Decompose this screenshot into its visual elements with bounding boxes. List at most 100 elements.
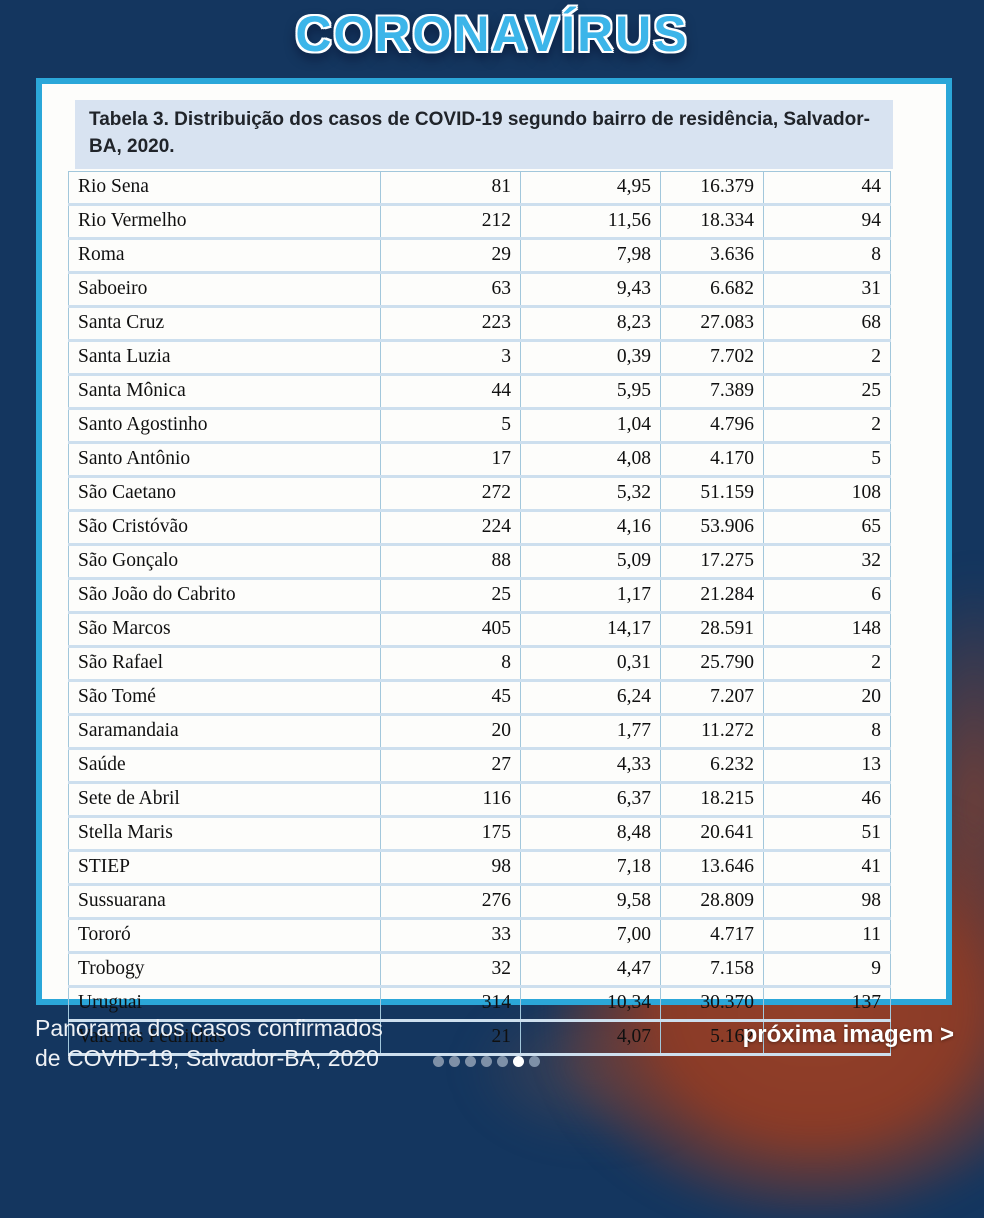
value-cell: 8	[380, 646, 521, 683]
bairro-cell: Trobogy	[68, 952, 381, 989]
table-row: Rio Sena 81 4,95 16.379 44	[68, 171, 891, 207]
value-cell: 98	[763, 884, 891, 921]
value-cell: 11.272	[660, 714, 764, 751]
table-row: São Rafael 8 0,31 25.790 2	[68, 646, 891, 683]
value-cell: 5,32	[520, 476, 661, 513]
value-cell: 8,48	[520, 816, 661, 853]
bairro-cell: São João do Cabrito	[68, 578, 381, 615]
value-cell: 13	[763, 748, 891, 785]
value-cell: 272	[380, 476, 521, 513]
bairro-cell: São Gonçalo	[68, 544, 381, 581]
bairro-cell: STIEP	[68, 850, 381, 887]
value-cell: 7,00	[520, 918, 661, 955]
value-cell: 2	[763, 408, 891, 445]
value-cell: 4.717	[660, 918, 764, 955]
value-cell: 7.158	[660, 952, 764, 989]
value-cell: 4,08	[520, 442, 661, 479]
value-cell: 16.379	[660, 171, 764, 207]
table-row: São Cristóvão 224 4,16 53.906 65	[68, 510, 891, 547]
table-row: Trobogy 32 4,47 7.158 9	[68, 952, 891, 989]
value-cell: 17.275	[660, 544, 764, 581]
value-cell: 224	[380, 510, 521, 547]
value-cell: 4,33	[520, 748, 661, 785]
bairro-cell: Sete de Abril	[68, 782, 381, 819]
carousel-dot[interactable]	[465, 1056, 476, 1067]
table-row: Santa Mônica 44 5,95 7.389 25	[68, 374, 891, 411]
table-row: São Caetano 272 5,32 51.159 108	[68, 476, 891, 513]
table-caption: Tabela 3. Distribuição dos casos de COVI…	[75, 100, 893, 170]
bairro-cell: São Cristóvão	[68, 510, 381, 547]
table-row: Sete de Abril 116 6,37 18.215 46	[68, 782, 891, 819]
value-cell: 21.284	[660, 578, 764, 615]
value-cell: 8,23	[520, 306, 661, 343]
carousel-dot[interactable]	[481, 1056, 492, 1067]
value-cell: 81	[380, 171, 521, 207]
value-cell: 27	[380, 748, 521, 785]
carousel-caption-line2: de COVID-19, Salvador-BA, 2020	[35, 1045, 379, 1072]
bairro-cell: Saúde	[68, 748, 381, 785]
bairro-cell: Santa Luzia	[68, 340, 381, 377]
bairro-cell: Tororó	[68, 918, 381, 955]
value-cell: 17	[380, 442, 521, 479]
bairro-cell: Uruguai	[68, 986, 381, 1023]
value-cell: 212	[380, 204, 521, 241]
value-cell: 63	[380, 272, 521, 309]
value-cell: 20.641	[660, 816, 764, 853]
value-cell: 7,98	[520, 238, 661, 275]
bairro-cell: Roma	[68, 238, 381, 275]
page-title: CORONAVÍRUS	[295, 6, 689, 62]
table-image-card: Tabela 3. Distribuição dos casos de COVI…	[36, 78, 952, 1057]
table-row: São João do Cabrito 25 1,17 21.284 6	[68, 578, 891, 615]
next-image-button[interactable]: próxima imagem >	[742, 1021, 954, 1048]
carousel-dot[interactable]	[529, 1056, 540, 1067]
value-cell: 1,77	[520, 714, 661, 751]
value-cell: 46	[763, 782, 891, 819]
value-cell: 20	[763, 680, 891, 717]
value-cell: 11	[763, 918, 891, 955]
bairro-cell: Santo Agostinho	[68, 408, 381, 445]
value-cell: 1,04	[520, 408, 661, 445]
value-cell: 6,24	[520, 680, 661, 717]
table-row: Santo Agostinho 5 1,04 4.796 2	[68, 408, 891, 445]
value-cell: 18.215	[660, 782, 764, 819]
carousel-dot[interactable]	[497, 1056, 508, 1067]
table-row: Santo Antônio 17 4,08 4.170 5	[68, 442, 891, 479]
value-cell: 18.334	[660, 204, 764, 241]
table-row: Rio Vermelho 212 11,56 18.334 94	[68, 204, 891, 241]
value-cell: 13.646	[660, 850, 764, 887]
bairro-cell: Santa Mônica	[68, 374, 381, 411]
bairro-cell: Saramandaia	[68, 714, 381, 751]
table-row: Sussuarana 276 9,58 28.809 98	[68, 884, 891, 921]
table-body: Rio Sena 81 4,95 16.379 44 Rio Vermelho 212 11,…	[68, 171, 891, 1057]
value-cell: 4.170	[660, 442, 764, 479]
table-row: São Marcos 405 14,17 28.591 148	[68, 612, 891, 649]
value-cell: 3	[380, 340, 521, 377]
bairro-cell: São Marcos	[68, 612, 381, 649]
value-cell: 30.370	[660, 986, 764, 1023]
value-cell: 276	[380, 884, 521, 921]
table-row: São Tomé 45 6,24 7.207 20	[68, 680, 891, 717]
carousel-dot-active[interactable]	[513, 1056, 524, 1067]
table-row: Santa Luzia 3 0,39 7.702 2	[68, 340, 891, 377]
value-cell: 7.389	[660, 374, 764, 411]
bairro-cell: Rio Sena	[68, 171, 381, 207]
value-cell: 3.636	[660, 238, 764, 275]
value-cell: 314	[380, 986, 521, 1023]
carousel-dot[interactable]	[433, 1056, 444, 1067]
value-cell: 4,07	[520, 1020, 661, 1057]
value-cell: 6,37	[520, 782, 661, 819]
value-cell: 9	[763, 952, 891, 989]
value-cell: 1,17	[520, 578, 661, 615]
value-cell: 6.232	[660, 748, 764, 785]
value-cell: 148	[763, 612, 891, 649]
value-cell: 29	[380, 238, 521, 275]
carousel-dot[interactable]	[449, 1056, 460, 1067]
value-cell: 28.591	[660, 612, 764, 649]
value-cell: 98	[380, 850, 521, 887]
value-cell: 5	[763, 442, 891, 479]
value-cell: 5,09	[520, 544, 661, 581]
value-cell: 7,18	[520, 850, 661, 887]
table-row: Tororó 33 7,00 4.717 11	[68, 918, 891, 955]
bairro-cell: Saboeiro	[68, 272, 381, 309]
value-cell: 25	[380, 578, 521, 615]
